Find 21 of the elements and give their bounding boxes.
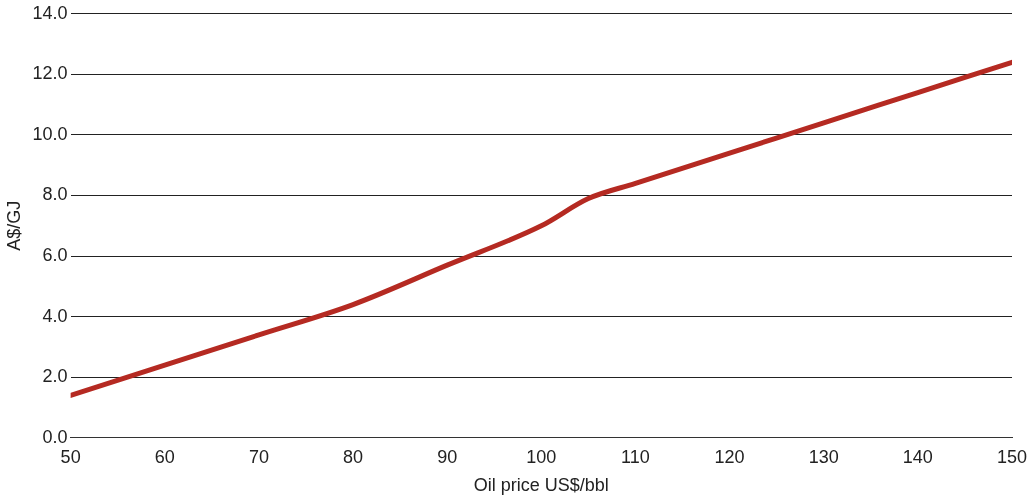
x-tick-label: 70 xyxy=(248,446,269,467)
y-axis-title: A$/GJ xyxy=(3,200,24,251)
x-tick-label: 80 xyxy=(343,446,364,467)
y-tick-label: 12.0 xyxy=(32,63,68,84)
y-tick-label: 14.0 xyxy=(32,2,68,23)
x-axis-title: Oil price US$/bbl xyxy=(473,475,609,496)
x-tick-label: 100 xyxy=(526,446,557,467)
y-tick-label: 10.0 xyxy=(32,123,68,144)
x-tick-label: 130 xyxy=(808,446,839,467)
x-tick-label: 60 xyxy=(154,446,175,467)
x-tick-label: 120 xyxy=(714,446,745,467)
y-tick-label: 6.0 xyxy=(42,245,68,266)
y-tick-label: 0.0 xyxy=(42,426,68,447)
x-tick-label: 90 xyxy=(437,446,458,467)
x-tick-label: 140 xyxy=(902,446,933,467)
y-tick-label: 4.0 xyxy=(42,305,68,326)
x-tick-label: 50 xyxy=(60,446,81,467)
y-tick-label: 2.0 xyxy=(42,366,68,387)
y-tick-label: 8.0 xyxy=(42,184,68,205)
x-tick-label: 150 xyxy=(996,446,1028,467)
x-tick-label: 110 xyxy=(621,446,650,467)
